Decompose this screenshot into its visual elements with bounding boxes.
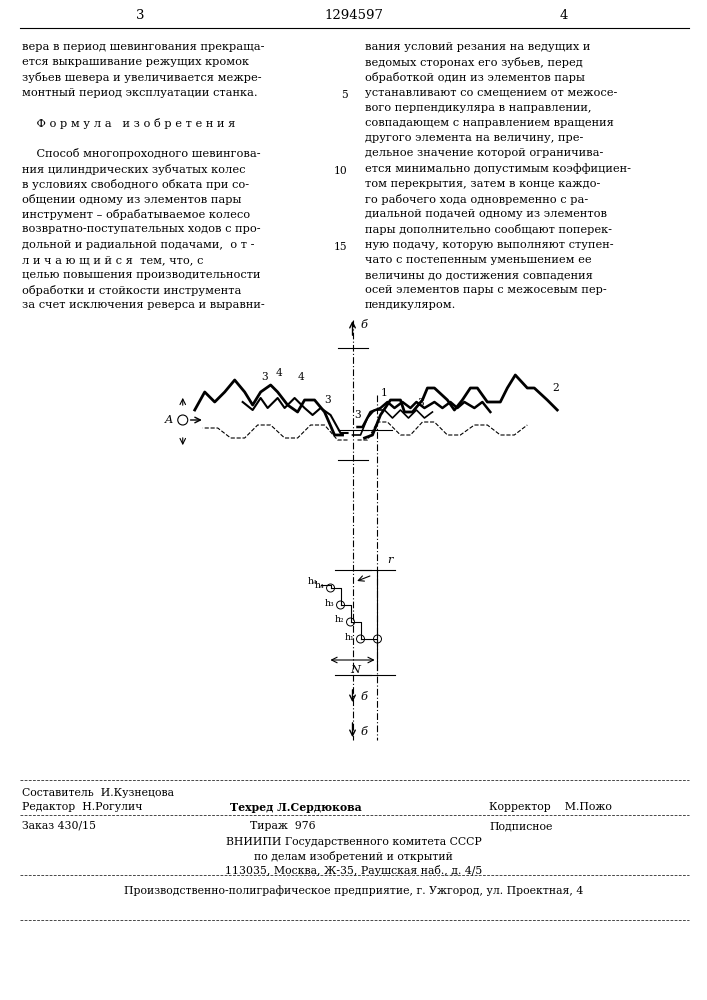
Text: обработки и стойкости инструмента: обработки и стойкости инструмента	[22, 285, 241, 296]
Text: h₄: h₄	[315, 582, 325, 590]
Text: дельное значение которой ограничива-: дельное значение которой ограничива-	[365, 148, 603, 158]
Text: по делам изобретений и открытий: по делам изобретений и открытий	[254, 851, 453, 862]
Text: зубьев шевера и увеличивается межре-: зубьев шевера и увеличивается межре-	[22, 72, 262, 83]
Text: ется минимально допустимым коэффициен-: ется минимально допустимым коэффициен-	[365, 164, 631, 174]
Text: инструмент – обрабатываемое колесо: инструмент – обрабатываемое колесо	[22, 209, 250, 220]
Text: диальной подачей одному из элементов: диальной подачей одному из элементов	[365, 209, 607, 219]
Text: Тираж  976: Тираж 976	[250, 821, 315, 831]
Text: 113035, Москва, Ж-35, Раушская наб., д. 4/5: 113035, Москва, Ж-35, Раушская наб., д. …	[225, 865, 482, 876]
Text: Корректор    М.Пожо: Корректор М.Пожо	[489, 802, 612, 812]
Text: б: б	[361, 320, 368, 330]
Text: 15: 15	[334, 242, 348, 252]
Text: 4: 4	[560, 9, 568, 22]
Text: го рабочего хода одновременно с ра-: го рабочего хода одновременно с ра-	[365, 194, 588, 205]
Text: Подписное: Подписное	[489, 821, 553, 831]
Text: устанавливают со смещением от межосе-: устанавливают со смещением от межосе-	[365, 88, 617, 98]
Text: б: б	[361, 727, 368, 737]
Text: A: A	[165, 415, 173, 425]
Text: целью повышения производительности: целью повышения производительности	[22, 270, 260, 280]
Text: за счет исключения реверса и выравни-: за счет исключения реверса и выравни-	[22, 300, 264, 310]
Text: 4: 4	[276, 368, 283, 378]
Text: ную подачу, которую выполняют ступен-: ную подачу, которую выполняют ступен-	[365, 240, 613, 250]
Text: л и ч а ю щ и й с я  тем, что, с: л и ч а ю щ и й с я тем, что, с	[22, 255, 204, 265]
Text: вания условий резания на ведущих и: вания условий резания на ведущих и	[365, 42, 590, 52]
Text: 3: 3	[417, 398, 424, 408]
Text: Редактор  Н.Рогулич: Редактор Н.Рогулич	[22, 802, 143, 812]
Text: общении одному из элементов пары: общении одному из элементов пары	[22, 194, 242, 205]
Text: ВНИИПИ Государственного комитета СССР: ВНИИПИ Государственного комитета СССР	[226, 837, 481, 847]
Text: 2: 2	[552, 383, 559, 393]
Text: осей элементов пары с межосевым пер-: осей элементов пары с межосевым пер-	[365, 285, 607, 295]
Text: r: r	[387, 555, 393, 565]
Text: Техред Л.Сердюкова: Техред Л.Сердюкова	[230, 802, 361, 813]
Text: вера в период шевингования прекраща-: вера в период шевингования прекраща-	[22, 42, 264, 52]
Text: вого перпендикуляра в направлении,: вого перпендикуляра в направлении,	[365, 103, 591, 113]
Text: другого элемента на величину, пре-: другого элемента на величину, пре-	[365, 133, 583, 143]
Text: чато с постепенным уменьшением ее: чато с постепенным уменьшением ее	[365, 255, 591, 265]
Text: пендикуляром.: пендикуляром.	[365, 300, 456, 310]
Text: 10: 10	[334, 166, 348, 176]
Text: h₂: h₂	[335, 615, 344, 624]
Text: 3: 3	[324, 395, 331, 405]
Text: величины до достижения совпадения: величины до достижения совпадения	[365, 270, 592, 280]
Text: h₄: h₄	[308, 578, 317, 586]
Text: 3: 3	[261, 372, 268, 382]
Text: Составитель  И.Кузнецова: Составитель И.Кузнецова	[22, 788, 174, 798]
Text: ния цилиндрических зубчатых колес: ния цилиндрических зубчатых колес	[22, 164, 245, 175]
Text: h₃: h₃	[325, 598, 334, 607]
Text: 1: 1	[380, 388, 387, 398]
Text: монтный период эксплуатации станка.: монтный период эксплуатации станка.	[22, 88, 257, 98]
Text: дольной и радиальной подачами,  о т -: дольной и радиальной подачами, о т -	[22, 240, 255, 250]
Text: ведомых сторонах его зубьев, перед: ведомых сторонах его зубьев, перед	[365, 57, 583, 68]
Text: пары дополнительно сообщают поперек-: пары дополнительно сообщают поперек-	[365, 224, 612, 235]
Text: ется выкрашивание режущих кромок: ется выкрашивание режущих кромок	[22, 57, 249, 67]
Text: 3: 3	[354, 410, 361, 420]
Text: Ф о р м у л а   и з о б р е т е н и я: Ф о р м у л а и з о б р е т е н и я	[22, 118, 235, 129]
Text: N: N	[350, 665, 360, 675]
Text: в условиях свободного обката при со-: в условиях свободного обката при со-	[22, 179, 249, 190]
Text: 3: 3	[136, 9, 144, 22]
Text: возвратно-поступательных ходов с про-: возвратно-поступательных ходов с про-	[22, 224, 261, 234]
Text: h₁: h₁	[345, 633, 354, 642]
Text: 1294597: 1294597	[324, 9, 383, 22]
Text: Производственно-полиграфическое предприятие, г. Ужгород, ул. Проектная, 4: Производственно-полиграфическое предприя…	[124, 885, 583, 896]
Text: обработкой один из элементов пары: обработкой один из элементов пары	[365, 72, 585, 83]
Text: Способ многопроходного шевингова-: Способ многопроходного шевингова-	[22, 148, 261, 159]
Text: совпадающем с направлением вращения: совпадающем с направлением вращения	[365, 118, 614, 128]
Text: 4: 4	[298, 372, 305, 382]
Text: 5: 5	[341, 90, 348, 100]
Text: б: б	[361, 692, 368, 702]
Text: том перекрытия, затем в конце каждо-: том перекрытия, затем в конце каждо-	[365, 179, 600, 189]
Text: Заказ 430/15: Заказ 430/15	[22, 821, 96, 831]
